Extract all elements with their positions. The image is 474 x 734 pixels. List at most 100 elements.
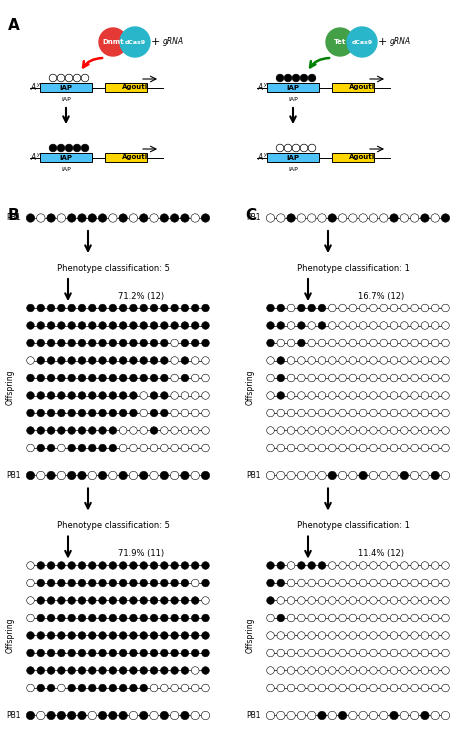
- Circle shape: [89, 666, 96, 675]
- Circle shape: [140, 321, 147, 330]
- Circle shape: [277, 579, 284, 586]
- Circle shape: [267, 614, 274, 622]
- Circle shape: [287, 614, 295, 622]
- Circle shape: [78, 614, 86, 622]
- Circle shape: [119, 579, 127, 586]
- Circle shape: [202, 632, 210, 639]
- Circle shape: [99, 357, 106, 364]
- FancyBboxPatch shape: [40, 153, 92, 162]
- Circle shape: [27, 304, 34, 312]
- Circle shape: [201, 471, 210, 480]
- Circle shape: [300, 144, 308, 152]
- Circle shape: [267, 684, 274, 692]
- Circle shape: [150, 392, 158, 399]
- Circle shape: [57, 214, 65, 222]
- Circle shape: [36, 214, 45, 222]
- Circle shape: [308, 649, 316, 657]
- Circle shape: [338, 711, 347, 720]
- Text: PB1: PB1: [246, 711, 261, 720]
- Circle shape: [380, 614, 388, 622]
- Circle shape: [47, 444, 55, 452]
- Circle shape: [150, 649, 158, 657]
- Circle shape: [328, 321, 336, 330]
- Circle shape: [298, 392, 305, 399]
- Circle shape: [390, 214, 398, 222]
- Circle shape: [161, 562, 168, 570]
- Circle shape: [411, 321, 419, 330]
- Circle shape: [308, 666, 316, 675]
- Circle shape: [139, 214, 148, 222]
- Circle shape: [37, 392, 45, 399]
- Circle shape: [267, 666, 274, 675]
- Circle shape: [380, 649, 388, 657]
- Circle shape: [78, 666, 86, 675]
- Circle shape: [181, 339, 189, 346]
- Text: IAP: IAP: [288, 97, 298, 102]
- Circle shape: [109, 684, 117, 692]
- Circle shape: [298, 579, 305, 586]
- Circle shape: [37, 374, 45, 382]
- Circle shape: [277, 597, 284, 604]
- Circle shape: [349, 562, 356, 570]
- Circle shape: [328, 562, 336, 570]
- Circle shape: [171, 321, 178, 330]
- Circle shape: [411, 649, 419, 657]
- Circle shape: [277, 409, 284, 417]
- Text: $A^y$: $A^y$: [257, 150, 269, 161]
- Circle shape: [68, 666, 75, 675]
- Circle shape: [171, 392, 178, 399]
- Circle shape: [181, 597, 189, 604]
- Circle shape: [287, 684, 295, 692]
- Circle shape: [109, 471, 117, 480]
- Circle shape: [401, 409, 408, 417]
- Circle shape: [140, 339, 147, 346]
- Circle shape: [339, 374, 346, 382]
- Circle shape: [359, 471, 367, 480]
- Circle shape: [67, 471, 76, 480]
- Circle shape: [109, 711, 117, 720]
- Circle shape: [37, 649, 45, 657]
- Circle shape: [442, 339, 449, 346]
- Circle shape: [266, 711, 275, 720]
- Circle shape: [181, 426, 189, 435]
- Circle shape: [150, 374, 158, 382]
- Circle shape: [431, 684, 439, 692]
- Circle shape: [57, 374, 65, 382]
- Circle shape: [308, 444, 316, 452]
- Circle shape: [410, 214, 419, 222]
- Circle shape: [130, 339, 137, 346]
- Circle shape: [431, 579, 439, 586]
- Circle shape: [89, 632, 96, 639]
- Text: PB1: PB1: [6, 214, 20, 222]
- Circle shape: [26, 214, 35, 222]
- Circle shape: [99, 426, 106, 435]
- Circle shape: [191, 444, 199, 452]
- Circle shape: [68, 339, 75, 346]
- Circle shape: [421, 597, 428, 604]
- Text: $A^y$: $A^y$: [30, 81, 42, 92]
- Circle shape: [119, 666, 127, 675]
- Circle shape: [349, 666, 356, 675]
- Circle shape: [181, 357, 189, 364]
- Circle shape: [390, 684, 398, 692]
- Circle shape: [37, 666, 45, 675]
- Circle shape: [130, 632, 137, 639]
- Circle shape: [287, 339, 295, 346]
- Circle shape: [328, 711, 337, 720]
- Circle shape: [277, 339, 284, 346]
- Circle shape: [442, 444, 449, 452]
- Circle shape: [421, 684, 428, 692]
- Circle shape: [298, 339, 305, 346]
- Circle shape: [181, 632, 189, 639]
- Circle shape: [161, 374, 168, 382]
- Circle shape: [276, 144, 284, 152]
- Circle shape: [78, 339, 86, 346]
- Circle shape: [109, 392, 117, 399]
- Circle shape: [99, 374, 106, 382]
- Circle shape: [390, 304, 398, 312]
- Circle shape: [431, 409, 439, 417]
- Circle shape: [27, 562, 34, 570]
- Circle shape: [421, 649, 428, 657]
- Circle shape: [57, 357, 65, 364]
- Circle shape: [308, 711, 316, 720]
